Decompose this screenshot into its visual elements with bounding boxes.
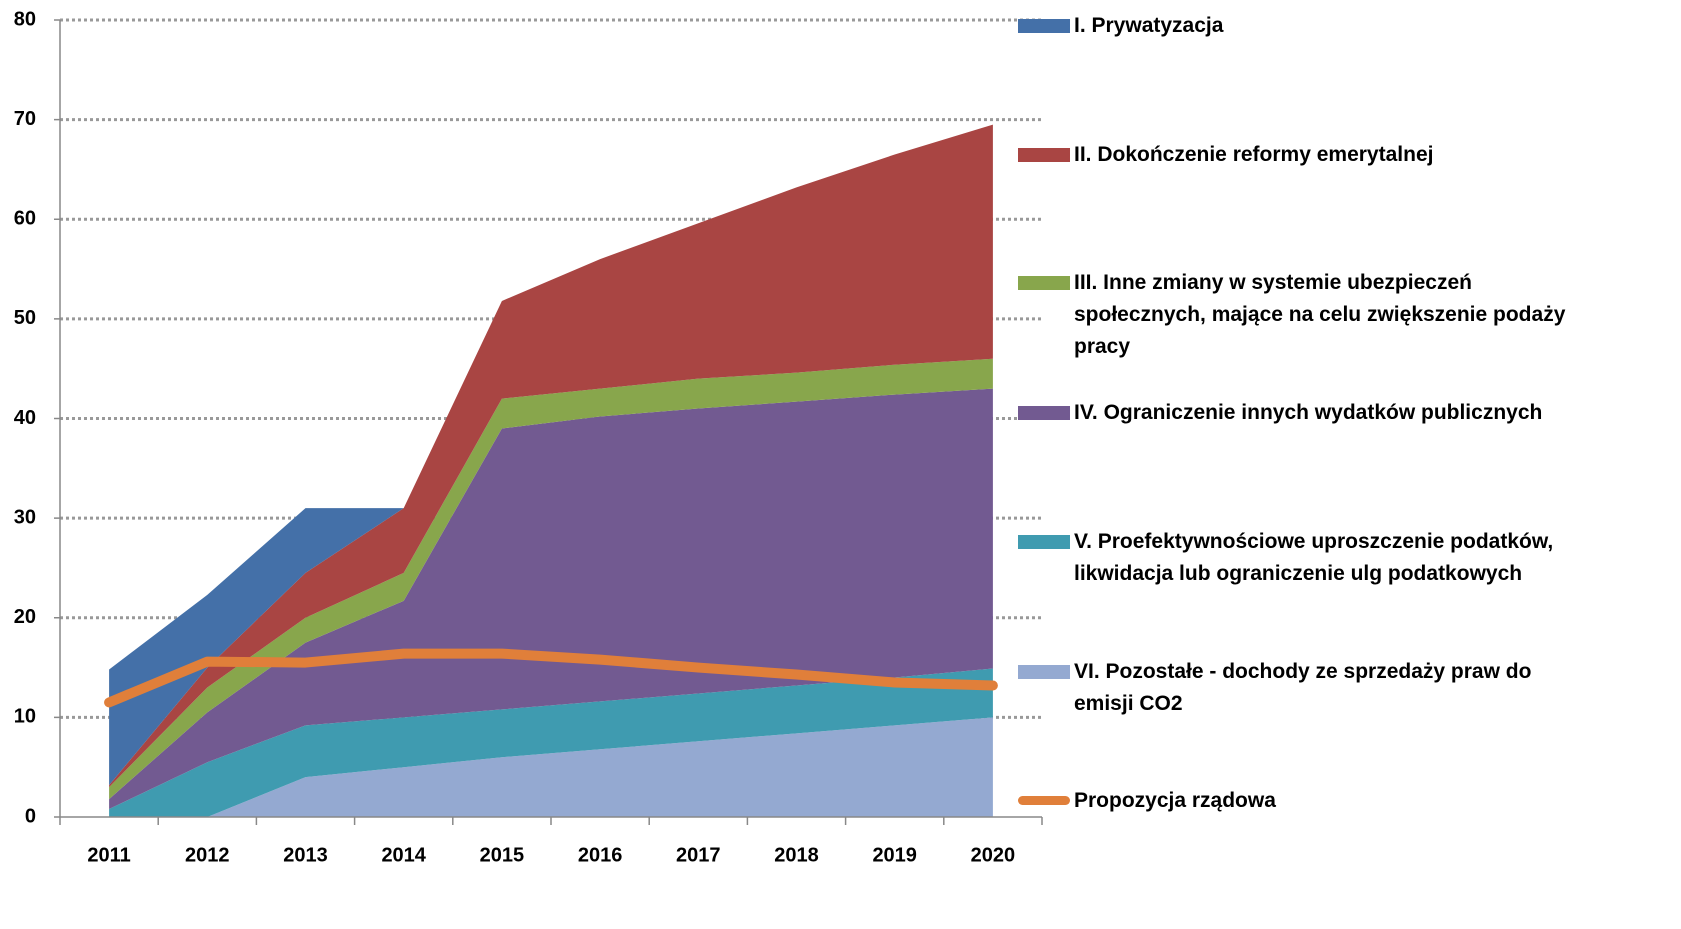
area <box>109 717 993 817</box>
legend-label: III. Inne zmiany w systemie ubezpieczeń … <box>1074 271 1566 358</box>
legend-item: II. Dokończenie reformy emerytalnej <box>1018 139 1578 171</box>
x-tick-label: 2020 <box>971 844 1016 866</box>
y-tick-label: 80 <box>14 8 36 30</box>
x-tick-label: 2012 <box>185 844 230 866</box>
area <box>109 668 993 817</box>
legend-label: Propozycja rządowa <box>1074 789 1276 812</box>
x-tick-label: 2017 <box>676 844 721 866</box>
y-tick-label: 30 <box>14 506 36 528</box>
x-tick-label: 2019 <box>872 844 917 866</box>
legend-item: V. Proefektywnościowe uproszczenie podat… <box>1018 526 1578 590</box>
legend-item: III. Inne zmiany w systemie ubezpieczeń … <box>1018 267 1578 363</box>
y-tick-label: 70 <box>14 108 36 130</box>
area <box>109 388 993 810</box>
x-tick-label: 2015 <box>480 844 525 866</box>
legend-label: I. Prywatyzacja <box>1074 14 1224 37</box>
legend-item: VI. Pozostałe - dochody ze sprzedaży pra… <box>1018 656 1578 720</box>
x-tick-label: 2013 <box>283 844 328 866</box>
legend-swatch <box>1018 148 1070 162</box>
legend-swatch <box>1018 406 1070 420</box>
y-tick-label: 10 <box>14 706 36 728</box>
x-tick-label: 2011 <box>87 844 130 866</box>
legend-swatch <box>1018 276 1070 290</box>
legend-label: V. Proefektywnościowe uproszczenie podat… <box>1074 530 1554 585</box>
y-tick-label: 0 <box>25 805 36 827</box>
x-tick-label: 2014 <box>381 844 426 866</box>
legend-item: Propozycja rządowa <box>1018 785 1578 817</box>
legend-swatch <box>1018 665 1070 679</box>
legend-swatch <box>1018 19 1070 33</box>
y-tick-label: 50 <box>14 307 36 329</box>
y-tick-label: 40 <box>14 407 36 429</box>
area <box>109 124 993 788</box>
y-tick-label: 20 <box>14 606 36 628</box>
y-tick-label: 60 <box>14 208 36 230</box>
line <box>104 648 998 708</box>
legend-swatch <box>1018 796 1070 805</box>
x-tick-label: 2016 <box>578 844 623 866</box>
legend-swatch <box>1018 535 1070 549</box>
x-tick-label: 2018 <box>774 844 819 866</box>
legend-item: I. Prywatyzacja <box>1018 10 1578 42</box>
legend-label: II. Dokończenie reformy emerytalnej <box>1074 143 1434 166</box>
legend-item: IV. Ograniczenie innych wydatków publicz… <box>1018 397 1578 429</box>
legend-label: IV. Ograniczenie innych wydatków publicz… <box>1074 401 1543 424</box>
legend-label: VI. Pozostałe - dochody ze sprzedaży pra… <box>1074 660 1532 715</box>
